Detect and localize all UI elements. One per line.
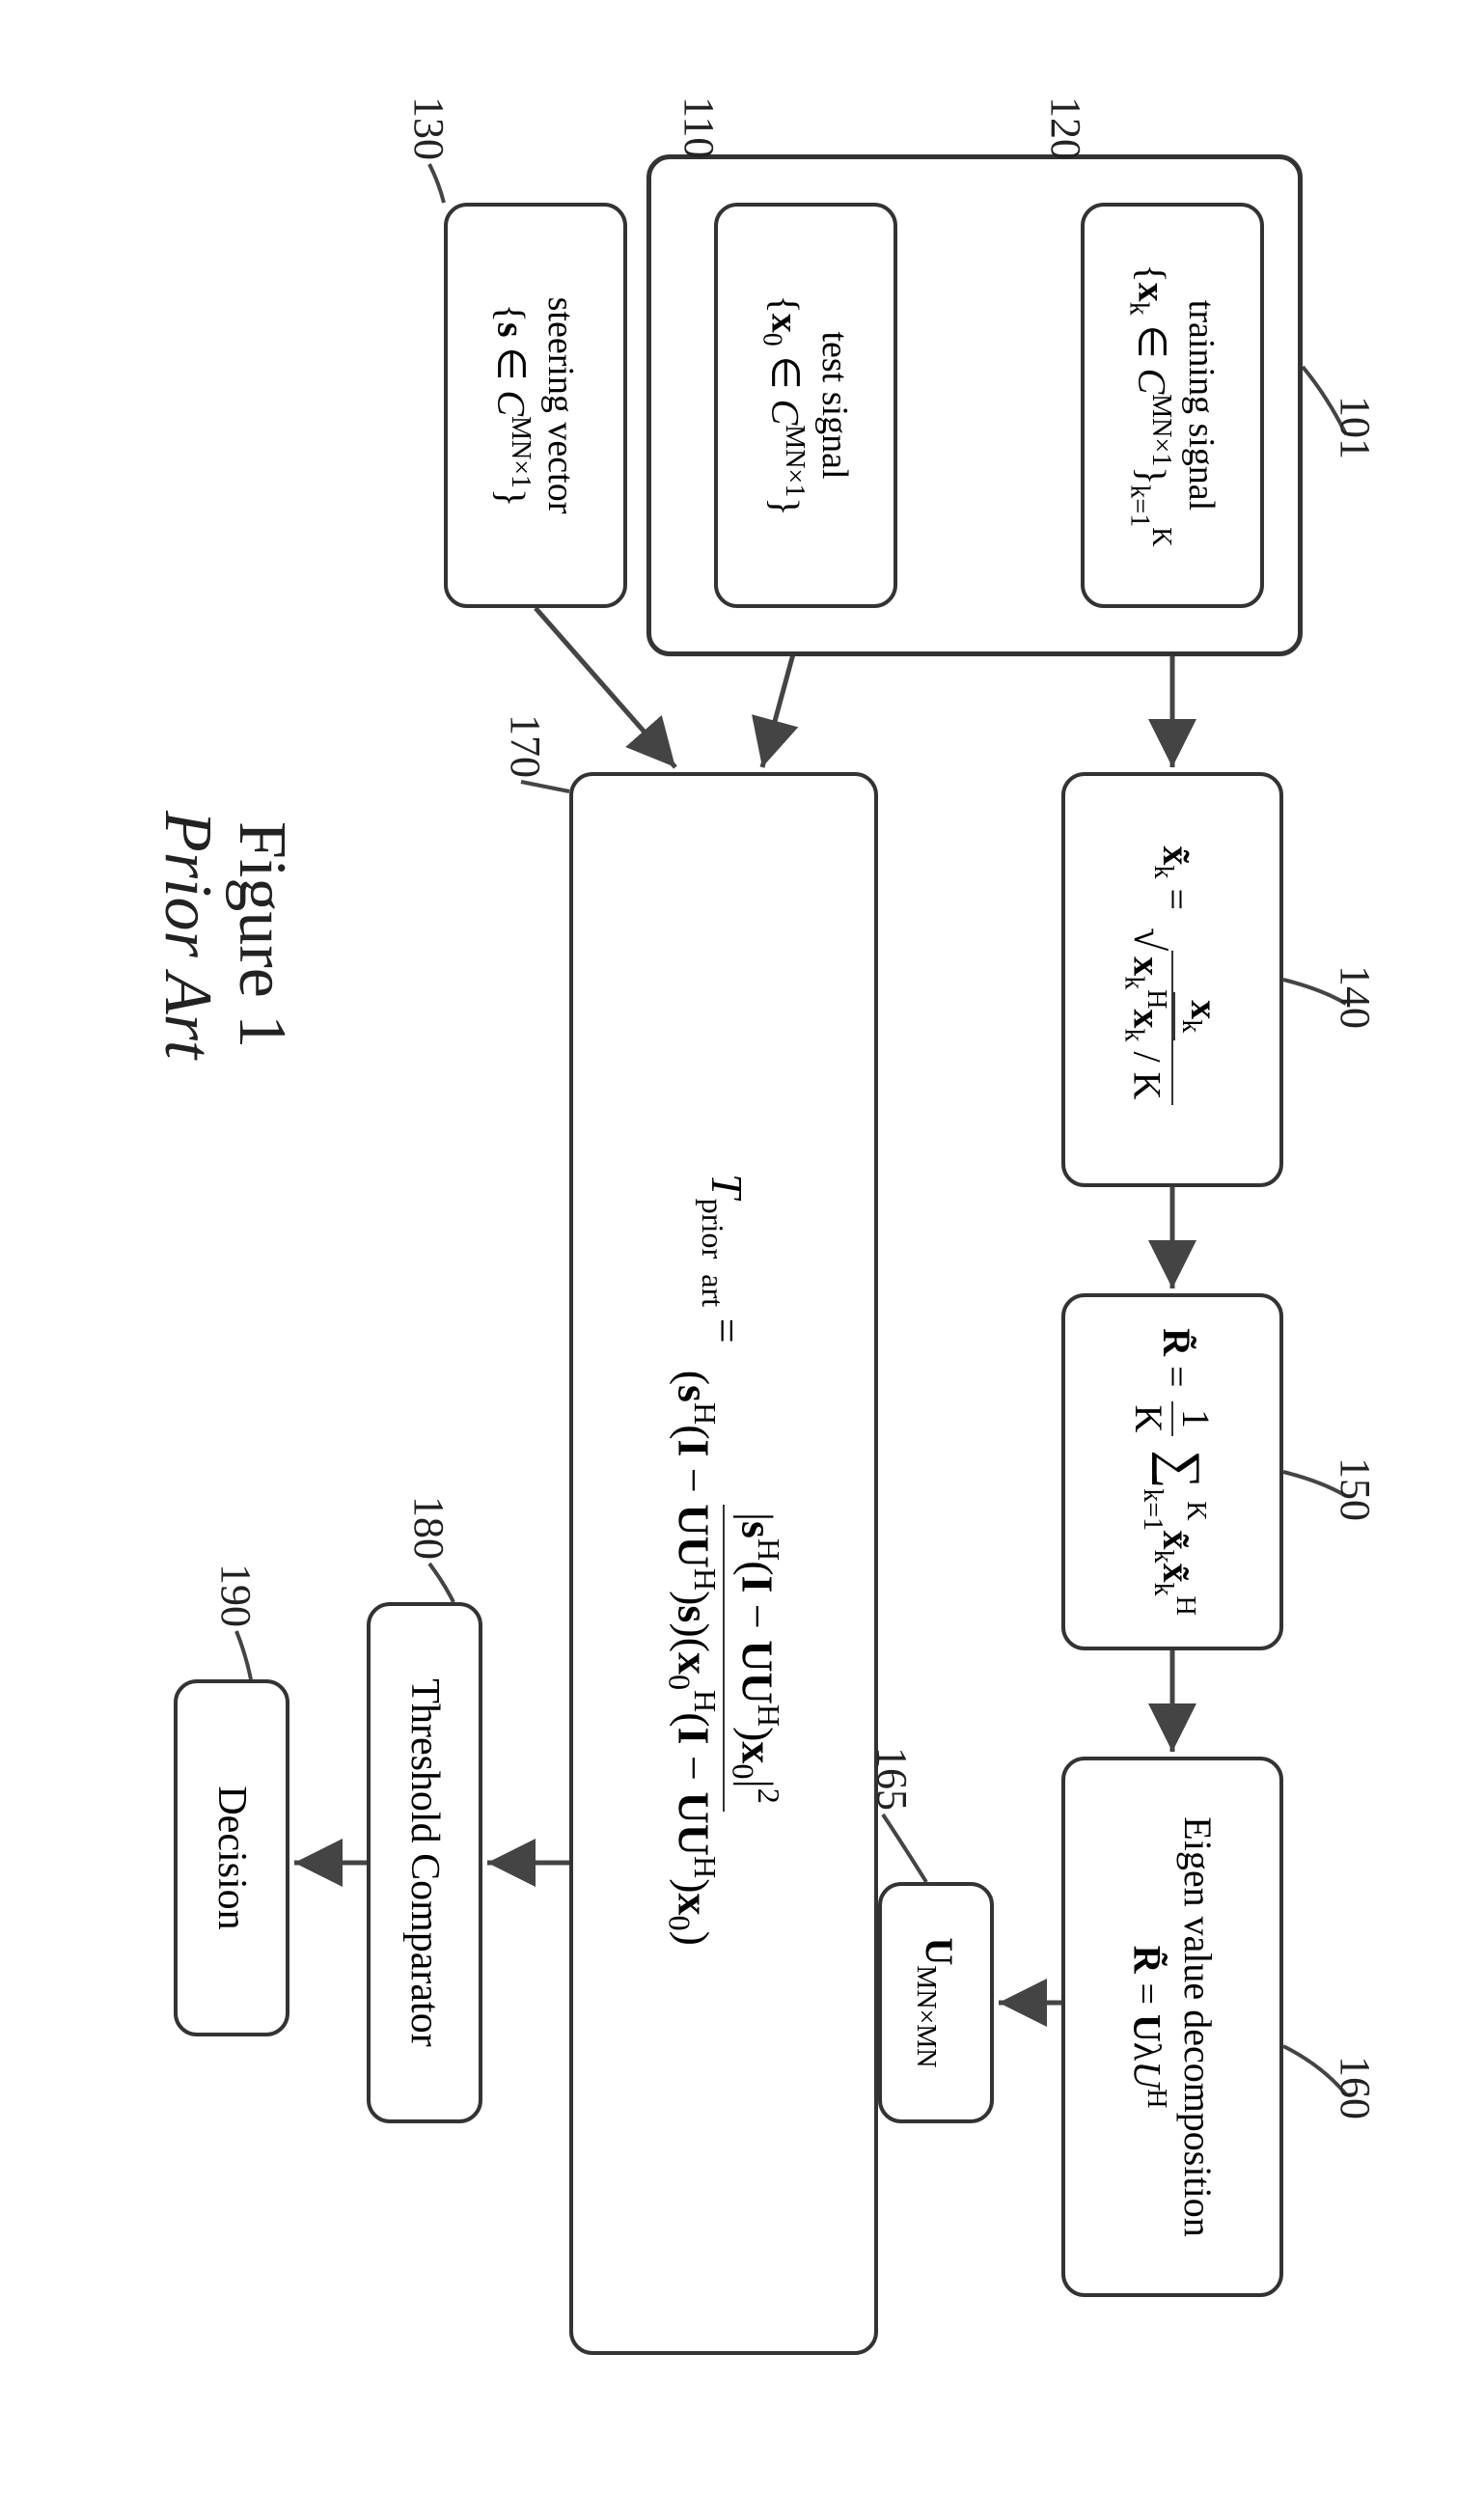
label-101: 101 <box>1331 396 1380 459</box>
test-formula: {x0 ∈ CMN×1} <box>756 295 809 516</box>
eig-title: Eigen value decomposition <box>1175 1816 1221 2236</box>
label-140: 140 <box>1331 965 1380 1029</box>
node-decision: Decision <box>174 1679 289 2036</box>
training-formula: {xk ∈ CMN×1}k=1K <box>1122 264 1175 547</box>
figure-caption: Figure 1 Prior Art <box>151 811 299 1059</box>
leader-180 <box>429 1564 454 1602</box>
label-190: 190 <box>211 1564 261 1627</box>
norm-formula: x̃k = xk√xkHxk / K <box>1117 846 1226 1114</box>
leader-170 <box>521 782 569 791</box>
figure-subtitle: Prior Art <box>151 811 225 1059</box>
node-covariance: R̃ = 1K ∑k=1K x̃kx̃kH <box>1061 1293 1283 1650</box>
test-title: test signal <box>813 331 856 479</box>
node-steering-vector: steering vector {s ∈ CMN×1} <box>444 203 627 608</box>
steering-title: steering vector <box>539 297 582 514</box>
leader-190 <box>236 1631 251 1679</box>
figure-title: Figure 1 <box>225 811 299 1059</box>
node-normalization: x̃k = xk√xkHxk / K <box>1061 772 1283 1187</box>
label-120: 120 <box>1041 97 1090 160</box>
label-110: 110 <box>674 97 724 158</box>
node-threshold-comparator: Threshold Comparator <box>367 1602 482 2123</box>
label-130: 130 <box>404 97 454 160</box>
leader-165 <box>883 1814 926 1882</box>
node-test-signal: test signal {x0 ∈ CMN×1} <box>714 203 897 608</box>
label-180: 180 <box>404 1496 454 1560</box>
steering-formula: {s ∈ CMN×1} <box>489 304 536 507</box>
diagram-canvas: training signal {xk ∈ CMN×1}k=1K test si… <box>39 39 1418 2481</box>
training-title: training signal <box>1180 300 1223 511</box>
stat-rhs: |sH(I − UUH)x0|2(sH(I − UUH)s)(x0H(I − U… <box>661 1363 785 1953</box>
node-eigen-decomposition: Eigen value decomposition R̃ = UλUH <box>1061 1757 1283 2297</box>
eig-formula: R̃ = UλUH <box>1124 1946 1170 2109</box>
cov-formula: R̃ = 1K ∑k=1K x̃kx̃kH <box>1126 1328 1219 1616</box>
threshold-text: Threshold Comparator <box>401 1678 448 2046</box>
node-test-statistic: Tprior art = |sH(I − UUH)x0|2(sH(I − UUH… <box>569 772 878 2355</box>
node-training-signal: training signal {xk ∈ CMN×1}k=1K <box>1081 203 1264 608</box>
leader-130 <box>429 164 444 203</box>
label-170: 170 <box>501 714 550 778</box>
decision-text: Decision <box>208 1786 255 1929</box>
label-150: 150 <box>1331 1457 1380 1521</box>
stat-lhs: Tprior art = <box>695 1174 753 1343</box>
label-165: 165 <box>867 1747 917 1811</box>
label-160: 160 <box>1331 2056 1380 2119</box>
u-formula: UMN×MN <box>910 1938 962 2068</box>
node-u-matrix: UMN×MN <box>878 1882 994 2123</box>
